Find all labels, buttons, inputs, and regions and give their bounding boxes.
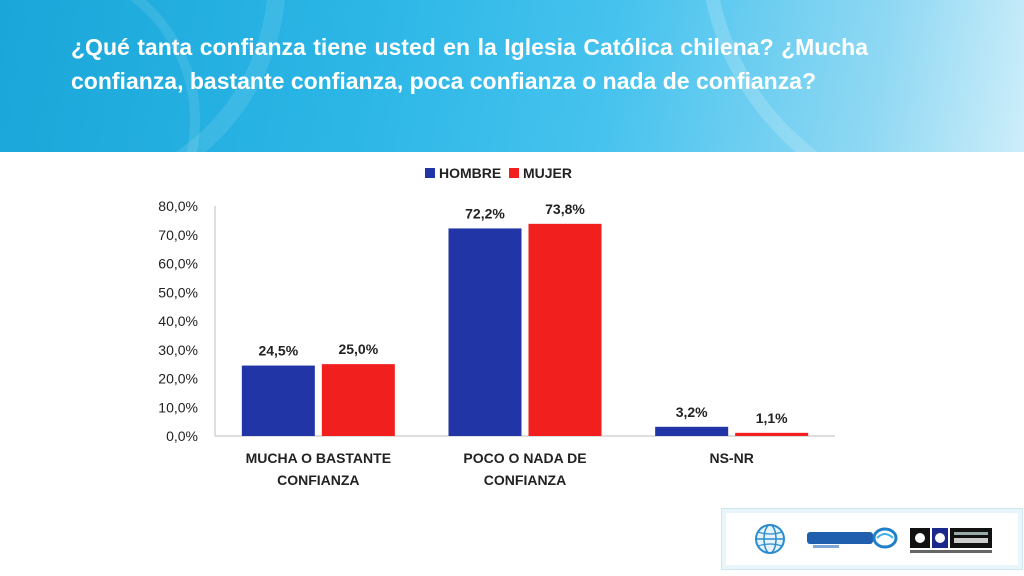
globe-logo: [755, 524, 785, 554]
bar-hombre-2: [655, 426, 729, 436]
y-tick-label: 60,0%: [158, 256, 198, 272]
bar-hombre-0: [241, 365, 315, 436]
y-tick-label: 40,0%: [158, 313, 198, 329]
header-banner: ¿Qué tanta confianza tiene usted en la I…: [0, 0, 1024, 152]
y-axis: 0,0% 10,0% 20,0% 30,0% 40,0% 50,0% 60,0% 70,0% 8…: [158, 198, 835, 444]
x-axis: MUCHA O BASTANTE CONFIANZA POCO O NADA DE C…: [246, 450, 754, 488]
legend-label: MUJER: [523, 165, 572, 181]
bar-mujer-0: [321, 364, 395, 436]
legend-swatch-hombre: [425, 168, 435, 178]
legend-label: HOMBRE: [439, 165, 501, 181]
y-tick-label: 10,0%: [158, 399, 198, 415]
radio-cooperativa-logo: [807, 527, 898, 549]
page-title: ¿Qué tanta confianza tiene usted en la I…: [71, 34, 868, 94]
y-tick-label: 80,0%: [158, 198, 198, 214]
chart-legend: HOMBRE MUJER: [425, 165, 572, 181]
bar-hombre-1: [448, 228, 522, 436]
data-label: 3,2%: [676, 404, 708, 420]
data-label: 73,8%: [545, 201, 585, 217]
x-category-label: NS-NR: [709, 450, 753, 466]
data-label: 24,5%: [258, 343, 298, 359]
chart-bars: 24,5% 25,0% 72,2% 73,8% 3,2% 1,1%: [241, 201, 809, 436]
bar-mujer-2: [735, 432, 809, 436]
data-label: 1,1%: [756, 410, 788, 426]
data-label: 72,2%: [465, 205, 505, 221]
y-tick-label: 20,0%: [158, 371, 198, 387]
y-tick-label: 50,0%: [158, 284, 198, 300]
legend-swatch-mujer: [509, 168, 519, 178]
x-category-label: POCO O NADA DE CONFIANZA: [463, 450, 586, 488]
y-tick-label: 70,0%: [158, 227, 198, 243]
y-tick-label: 30,0%: [158, 342, 198, 358]
universidad-central-logo: [910, 528, 992, 553]
bar-chart: HOMBRE MUJER 0,0% 10,0% 20,0% 30,0% 40,0% 50,0…: [158, 165, 835, 488]
bar-mujer-1: [528, 223, 602, 436]
y-tick-label: 0,0%: [166, 428, 198, 444]
x-category-label: MUCHA O BASTANTE CONFIANZA: [246, 450, 391, 488]
data-label: 25,0%: [338, 341, 378, 357]
